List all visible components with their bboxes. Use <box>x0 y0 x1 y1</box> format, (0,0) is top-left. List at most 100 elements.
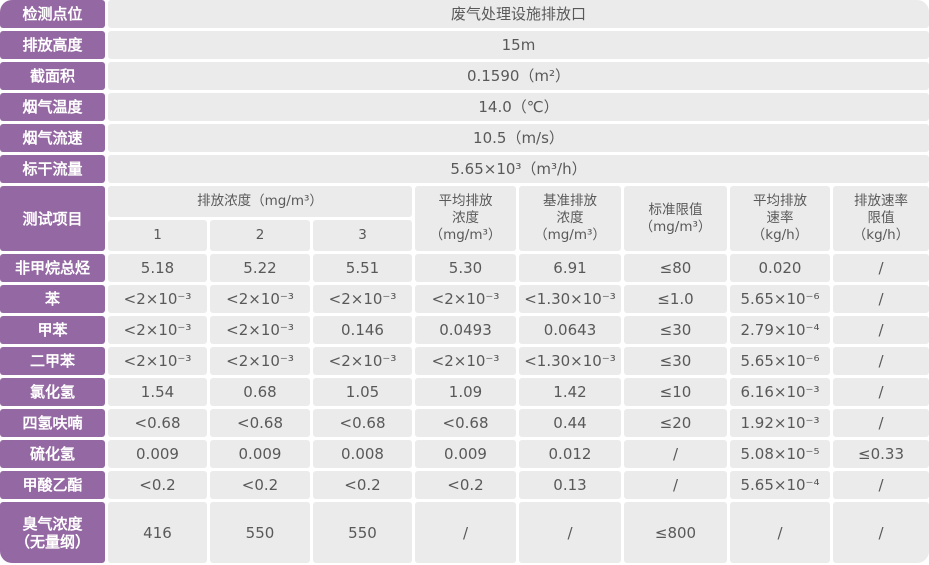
table-cell: / <box>730 502 830 563</box>
table-cell: <0.68 <box>210 409 310 437</box>
table-cell: <2×10⁻³ <box>108 285 207 313</box>
table-cell: <0.68 <box>415 409 516 437</box>
table-cell: 0.012 <box>519 440 621 468</box>
table-cell: 0.0493 <box>415 316 516 344</box>
table-cell: 1.54 <box>108 378 207 406</box>
table-cell: / <box>833 409 929 437</box>
table-cell: 1.05 <box>313 378 412 406</box>
table-cell: <0.2 <box>210 471 310 499</box>
table-cell: / <box>833 502 929 563</box>
table-cell: 550 <box>313 502 412 563</box>
header-sample-3: 3 <box>313 220 412 251</box>
table-cell: 0.0643 <box>519 316 621 344</box>
table-cell: 0.009 <box>210 440 310 468</box>
info-label-monitoring-point: 检测点位 <box>0 0 105 28</box>
info-value-flue-gas-temperature: 14.0（℃） <box>108 93 929 121</box>
table-cell: / <box>624 471 727 499</box>
info-value-flue-gas-velocity: 10.5（m/s） <box>108 124 929 152</box>
table-cell: <2×10⁻³ <box>313 285 412 313</box>
table-cell: 5.08×10⁻⁵ <box>730 440 830 468</box>
table-cell: 0.009 <box>415 440 516 468</box>
table-cell: <2×10⁻³ <box>415 347 516 375</box>
row-label-tetrahydrofuran: 四氢呋喃 <box>0 409 105 437</box>
table-cell: <0.2 <box>415 471 516 499</box>
table-cell: 0.009 <box>108 440 207 468</box>
table-cell: / <box>833 254 929 282</box>
row-label-nmhc: 非甲烷总烃 <box>0 254 105 282</box>
header-average-concentration: 平均排放 浓度 （mg/m³） <box>415 186 516 251</box>
table-cell: <2×10⁻³ <box>108 316 207 344</box>
table-cell: <2×10⁻³ <box>108 347 207 375</box>
table-cell: / <box>415 502 516 563</box>
table-cell: ≤800 <box>624 502 727 563</box>
info-value-monitoring-point: 废气处理设施排放口 <box>108 0 929 28</box>
header-reference-concentration: 基准排放 浓度 （mg/m³） <box>519 186 621 251</box>
info-label-cross-section-area: 截面积 <box>0 62 105 90</box>
table-cell: 6.91 <box>519 254 621 282</box>
table-cell: <2×10⁻³ <box>210 347 310 375</box>
table-cell: <2×10⁻³ <box>210 316 310 344</box>
table-cell: ≤1.0 <box>624 285 727 313</box>
header-emission-concentration-group: 排放浓度（mg/m³） <box>108 186 412 217</box>
row-label-xylene: 二甲苯 <box>0 347 105 375</box>
table-cell: / <box>833 378 929 406</box>
header-standard-limit: 标准限值 （mg/m³） <box>624 186 727 251</box>
header-test-item: 测试项目 <box>0 186 105 251</box>
header-average-rate: 平均排放 速率 （kg/h） <box>730 186 830 251</box>
table-cell: ≤10 <box>624 378 727 406</box>
table-cell: <0.2 <box>313 471 412 499</box>
table-cell: <1.30×10⁻³ <box>519 347 621 375</box>
table-cell: 5.18 <box>108 254 207 282</box>
table-cell: / <box>833 316 929 344</box>
table-cell: <2×10⁻³ <box>210 285 310 313</box>
table-cell: <1.30×10⁻³ <box>519 285 621 313</box>
table-cell: / <box>833 285 929 313</box>
table-cell: <0.2 <box>108 471 207 499</box>
row-label-odor-concentration: 臭气浓度 （无量纲） <box>0 502 105 563</box>
table-cell: 0.020 <box>730 254 830 282</box>
table-cell: 5.65×10⁻⁶ <box>730 285 830 313</box>
table-cell: 2.79×10⁻⁴ <box>730 316 830 344</box>
table-cell: ≤80 <box>624 254 727 282</box>
row-label-benzene: 苯 <box>0 285 105 313</box>
row-label-ethyl-formate: 甲酸乙酯 <box>0 471 105 499</box>
row-label-hydrogen-chloride: 氯化氢 <box>0 378 105 406</box>
table-cell: ≤20 <box>624 409 727 437</box>
table-cell: <0.68 <box>313 409 412 437</box>
table-cell: / <box>833 347 929 375</box>
table-cell: 1.09 <box>415 378 516 406</box>
table-cell: 0.008 <box>313 440 412 468</box>
table-cell: 5.65×10⁻⁴ <box>730 471 830 499</box>
info-value-discharge-height: 15m <box>108 31 929 59</box>
row-label-toluene: 甲苯 <box>0 316 105 344</box>
table-cell: 0.146 <box>313 316 412 344</box>
table-cell: 5.51 <box>313 254 412 282</box>
table-cell: <2×10⁻³ <box>415 285 516 313</box>
table-cell: 5.22 <box>210 254 310 282</box>
table-cell: / <box>833 471 929 499</box>
table-cell: <2×10⁻³ <box>313 347 412 375</box>
info-label-discharge-height: 排放高度 <box>0 31 105 59</box>
table-cell: ≤30 <box>624 347 727 375</box>
table-cell: 416 <box>108 502 207 563</box>
table-cell: 1.42 <box>519 378 621 406</box>
header-rate-limit: 排放速率 限值 （kg/h） <box>833 186 929 251</box>
table-cell: ≤30 <box>624 316 727 344</box>
row-label-hydrogen-sulfide: 硫化氢 <box>0 440 105 468</box>
table-cell: 0.44 <box>519 409 621 437</box>
table-cell: 550 <box>210 502 310 563</box>
table-cell: 0.13 <box>519 471 621 499</box>
info-value-cross-section-area: 0.1590（m²） <box>108 62 929 90</box>
table-cell: 0.68 <box>210 378 310 406</box>
header-sample-2: 2 <box>210 220 310 251</box>
table-cell: / <box>519 502 621 563</box>
table-cell: 6.16×10⁻³ <box>730 378 830 406</box>
table-cell: / <box>624 440 727 468</box>
table-cell: 5.65×10⁻⁶ <box>730 347 830 375</box>
info-label-flue-gas-temperature: 烟气温度 <box>0 93 105 121</box>
info-label-standard-dry-flow: 标干流量 <box>0 155 105 183</box>
table-cell: <0.68 <box>108 409 207 437</box>
info-label-flue-gas-velocity: 烟气流速 <box>0 124 105 152</box>
table-cell: 1.92×10⁻³ <box>730 409 830 437</box>
